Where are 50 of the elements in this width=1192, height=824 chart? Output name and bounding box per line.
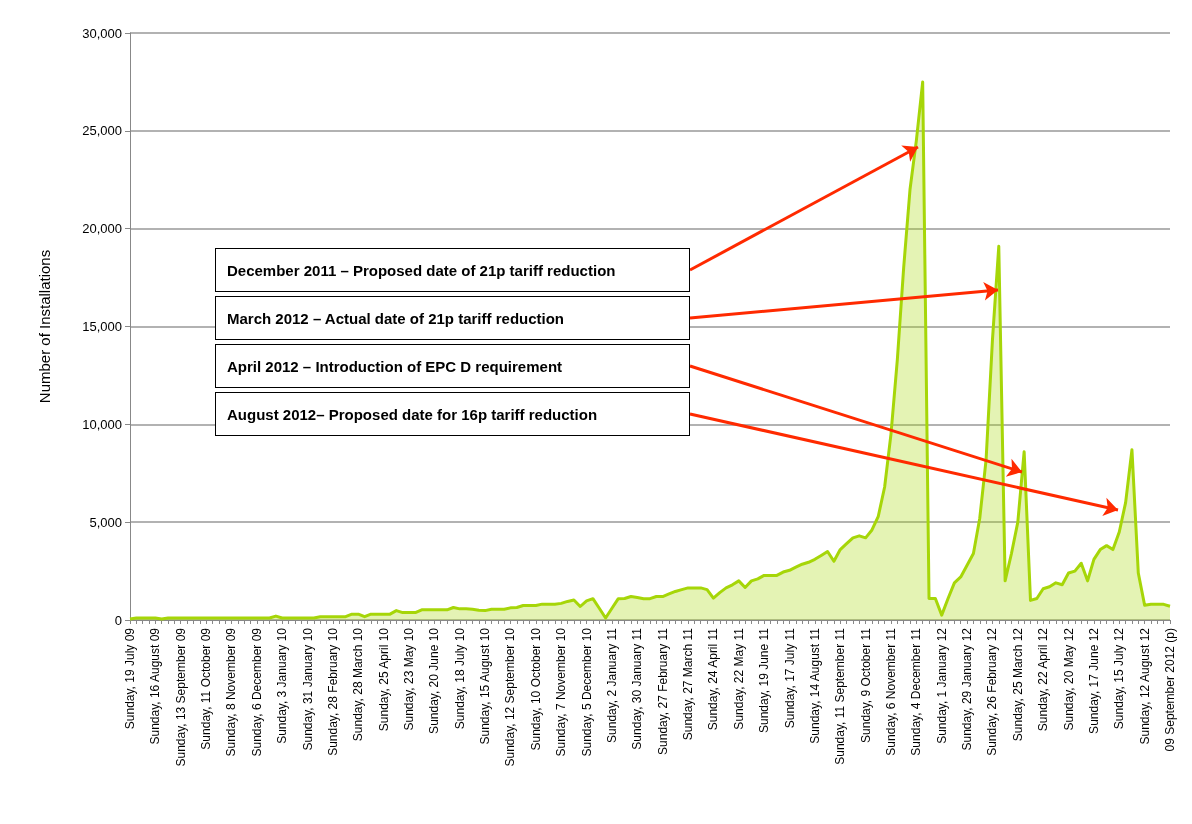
x-tick-label: Sunday, 29 January 12 (960, 627, 975, 751)
x-tick-label: Sunday, 22 May 11 (731, 627, 746, 730)
x-tick-label: Sunday, 22 April 12 (1036, 627, 1051, 732)
x-tick-label: Sunday, 23 May 10 (402, 627, 417, 731)
x-tick-label: Sunday, 28 March 10 (351, 627, 366, 742)
x-tick-label: Sunday, 19 July 09 (123, 627, 137, 730)
y-axis-title: Number of Installations (36, 249, 53, 404)
x-tick-label: Sunday, 15 July 12 (1112, 627, 1127, 730)
x-tick-label: Sunday, 6 December 09 (249, 627, 264, 757)
y-tick-label: 5,000 (89, 514, 122, 530)
x-tick-label: Sunday, 17 July 11 (782, 627, 797, 729)
x-tick-label: Sunday, 18 July 10 (452, 627, 467, 730)
x-tick-label: Sunday, 26 February 12 (985, 627, 1000, 756)
y-tick-label: 10,000 (82, 416, 122, 432)
x-tick-label: Sunday, 16 August 09 (148, 627, 163, 745)
x-tick-label: Sunday, 14 August 11 (807, 627, 822, 744)
x-tick-label: 09 September 2012 (p) (1163, 628, 1177, 752)
x-tick-label: Sunday, 4 December 11 (909, 627, 924, 756)
x-tick-label: Sunday, 3 January 10 (275, 627, 290, 744)
y-tick-label: 30,000 (82, 25, 122, 41)
y-tick-label: 15,000 (82, 319, 122, 334)
x-tick-label: Sunday, 11 September 11 (833, 627, 848, 765)
y-tick-label: 25,000 (82, 123, 122, 139)
x-tick-label: Sunday, 19 June 11 (757, 627, 772, 733)
x-tick-label: Sunday, 1 January 12 (934, 627, 949, 744)
x-tick-label: Sunday, 27 February 11 (655, 627, 670, 755)
x-tick-label: Sunday, 24 April 11 (706, 627, 721, 731)
x-tick-label: Sunday, 20 May 12 (1061, 627, 1076, 731)
x-tick-label: Sunday, 8 November 09 (224, 627, 239, 757)
x-tick-label: Sunday, 27 March 11 (681, 627, 696, 741)
x-tick-label: Sunday, 5 December 10 (579, 627, 594, 757)
x-tick-label: Sunday, 7 November 10 (554, 627, 569, 757)
x-tick-label: Sunday, 15 August 10 (478, 627, 493, 745)
x-tick-label: Sunday, 20 June 10 (427, 627, 442, 734)
x-tick-label: Sunday, 13 September 09 (173, 627, 188, 767)
x-tick-label: Sunday, 2 January 11 (604, 627, 619, 743)
x-tick-label: Sunday, 17 June 12 (1086, 627, 1101, 734)
y-tick-label: 0 (114, 612, 122, 628)
y-tick-label: 20,000 (82, 221, 122, 237)
x-tick-label: Sunday, 12 September 10 (503, 627, 518, 767)
x-tick-label: Sunday, 25 March 12 (1010, 627, 1025, 742)
x-tick-label: Sunday, 25 April 10 (376, 627, 391, 732)
x-tick-label: Sunday, 30 January 11 (630, 627, 645, 750)
x-tick-label: Sunday, 12 August 12 (1137, 627, 1152, 745)
x-tick-label: Sunday, 9 October 11 (858, 627, 873, 743)
x-tick-label: Sunday, 31 January 10 (300, 627, 315, 751)
x-tick-label: Sunday, 6 November 11 (883, 627, 898, 756)
x-tick-label: Sunday, 10 October 10 (528, 627, 543, 751)
x-tick-label: Sunday, 11 October 09 (199, 627, 214, 750)
x-tick-label: Sunday, 28 February 10 (325, 627, 340, 756)
